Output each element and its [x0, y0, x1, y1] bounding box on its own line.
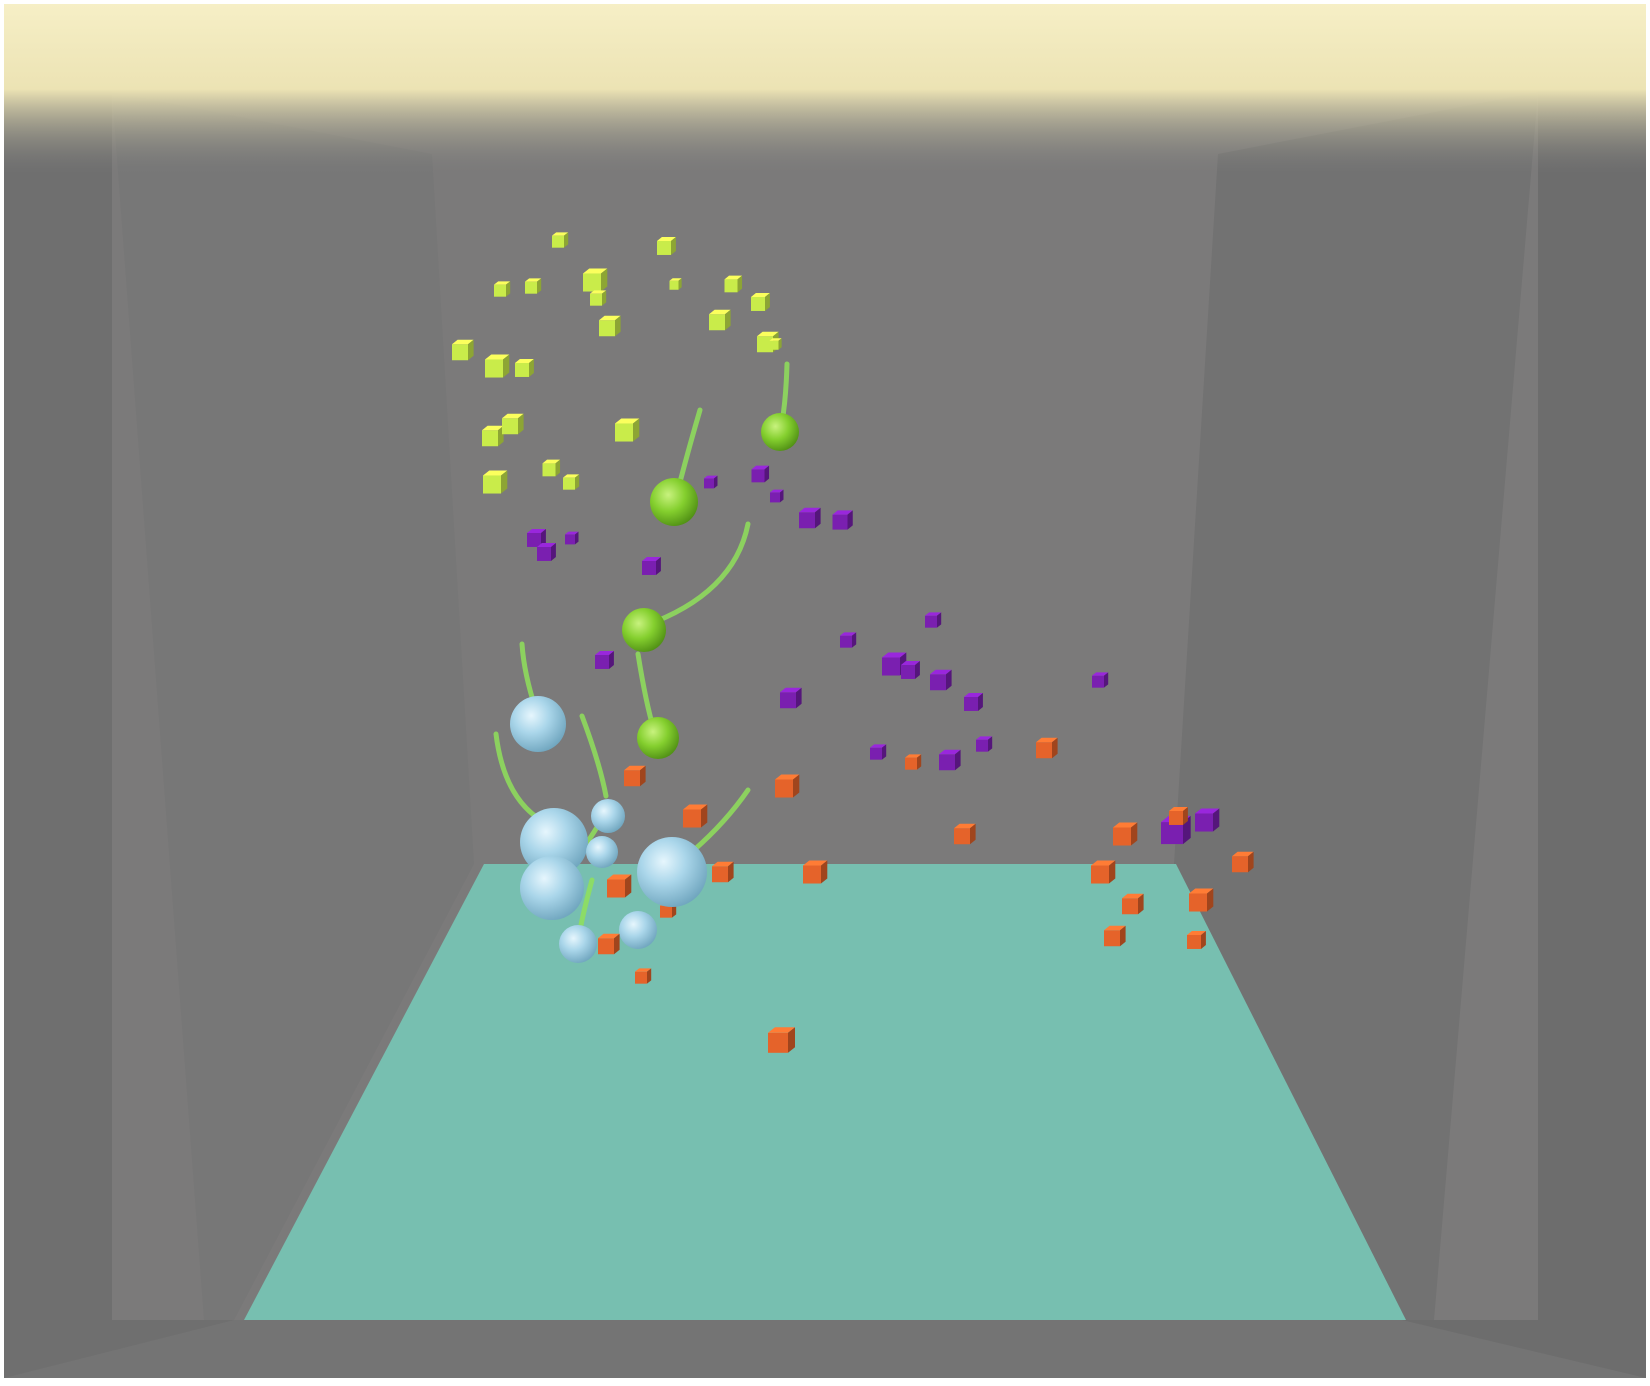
food-cube-yellow-green: [494, 281, 511, 297]
food-cube-yellow-green: [482, 425, 504, 447]
food-cube-orange: [1091, 860, 1116, 884]
food-cube-purple: [770, 489, 784, 503]
food-cube-orange: [683, 804, 708, 828]
food-cube-yellow-green: [709, 309, 731, 331]
food-cube-purple: [832, 510, 853, 530]
back-wall-right-panel: [1174, 92, 1538, 1320]
food-particles: [452, 232, 1254, 1053]
food-cube-purple: [1195, 808, 1220, 832]
food-cube-orange: [1187, 931, 1206, 949]
food-cube-orange: [635, 968, 652, 984]
food-cube-purple: [925, 612, 942, 628]
food-cube-yellow-green: [563, 474, 580, 490]
food-cube-purple: [976, 736, 993, 752]
food-cube-orange: [624, 765, 646, 787]
creatures: [510, 413, 799, 963]
food-cube-yellow-green: [724, 275, 743, 293]
food-cube-yellow-green: [542, 459, 561, 477]
creature-blue-sphere: [510, 696, 566, 752]
food-cube-yellow-green: [751, 293, 770, 311]
food-cube-purple: [930, 669, 952, 691]
food-cube-purple: [780, 687, 802, 709]
simulation-viewport[interactable]: [4, 4, 1646, 1378]
food-cube-orange: [954, 823, 976, 845]
motion-trail: [579, 713, 609, 799]
back-wall-left-panel: [112, 92, 474, 1320]
food-cube-orange: [1169, 807, 1188, 825]
creature-green-sphere: [622, 608, 666, 652]
floor: [244, 864, 1406, 1320]
food-cube-purple: [799, 507, 821, 529]
food-cube-orange: [712, 861, 734, 883]
food-cube-orange: [598, 933, 620, 955]
food-cube-orange: [607, 874, 632, 898]
creature-blue-sphere: [619, 911, 657, 949]
food-cube-purple: [642, 557, 661, 575]
food-cube-purple: [939, 749, 961, 771]
food-cube-yellow-green: [525, 278, 542, 294]
food-cube-purple: [751, 465, 770, 483]
food-cube-purple: [565, 531, 579, 545]
food-cube-purple: [527, 529, 546, 547]
creature-blue-sphere: [520, 808, 588, 876]
food-cube-orange: [1122, 893, 1144, 915]
food-cube-orange: [1036, 737, 1058, 759]
food-cube-purple: [870, 744, 887, 760]
creature-green-sphere: [650, 478, 698, 526]
food-cube-yellow-green: [769, 338, 782, 350]
food-cube-purple: [964, 693, 983, 711]
creature-blue-sphere: [520, 856, 584, 920]
food-cube-yellow-green: [669, 278, 682, 290]
light-strip: [4, 4, 1646, 174]
food-cube-orange: [1232, 851, 1254, 873]
food-cube-purple: [595, 651, 614, 669]
food-cube-yellow-green: [552, 232, 569, 248]
food-cube-yellow-green: [452, 339, 474, 361]
food-cube-orange: [1104, 925, 1126, 947]
food-cube-orange: [803, 860, 828, 884]
food-cube-yellow-green: [599, 315, 621, 337]
food-cube-yellow-green: [657, 237, 676, 255]
creature-blue-sphere: [591, 799, 625, 833]
food-cube-purple: [840, 632, 857, 648]
food-cube-yellow-green: [485, 354, 510, 378]
creature-green-sphere: [761, 413, 799, 451]
creature-blue-sphere: [586, 836, 618, 868]
food-cube-yellow-green: [615, 418, 640, 442]
food-cube-purple: [901, 661, 920, 679]
food-cube-yellow-green: [483, 470, 508, 494]
food-cube-yellow-green: [502, 413, 524, 435]
food-cube-purple: [1092, 672, 1109, 688]
food-cube-orange: [768, 1027, 795, 1053]
food-cube-yellow-green: [590, 290, 607, 306]
food-cube-purple: [704, 475, 718, 489]
food-cube-yellow-green: [583, 268, 608, 292]
creature-blue-sphere: [559, 925, 597, 963]
3d-scene: [4, 4, 1646, 1378]
food-cube-orange: [775, 774, 800, 798]
motion-trail: [641, 521, 751, 629]
food-cube-orange: [1113, 822, 1138, 846]
creature-green-sphere: [637, 717, 679, 759]
food-cube-orange: [1189, 888, 1214, 912]
motion-trail: [677, 407, 703, 485]
motion-trail: [691, 787, 751, 853]
food-cube-orange: [905, 754, 922, 770]
food-cube-purple: [537, 543, 556, 561]
food-cube-yellow-green: [515, 359, 534, 377]
creature-blue-sphere: [637, 837, 707, 907]
